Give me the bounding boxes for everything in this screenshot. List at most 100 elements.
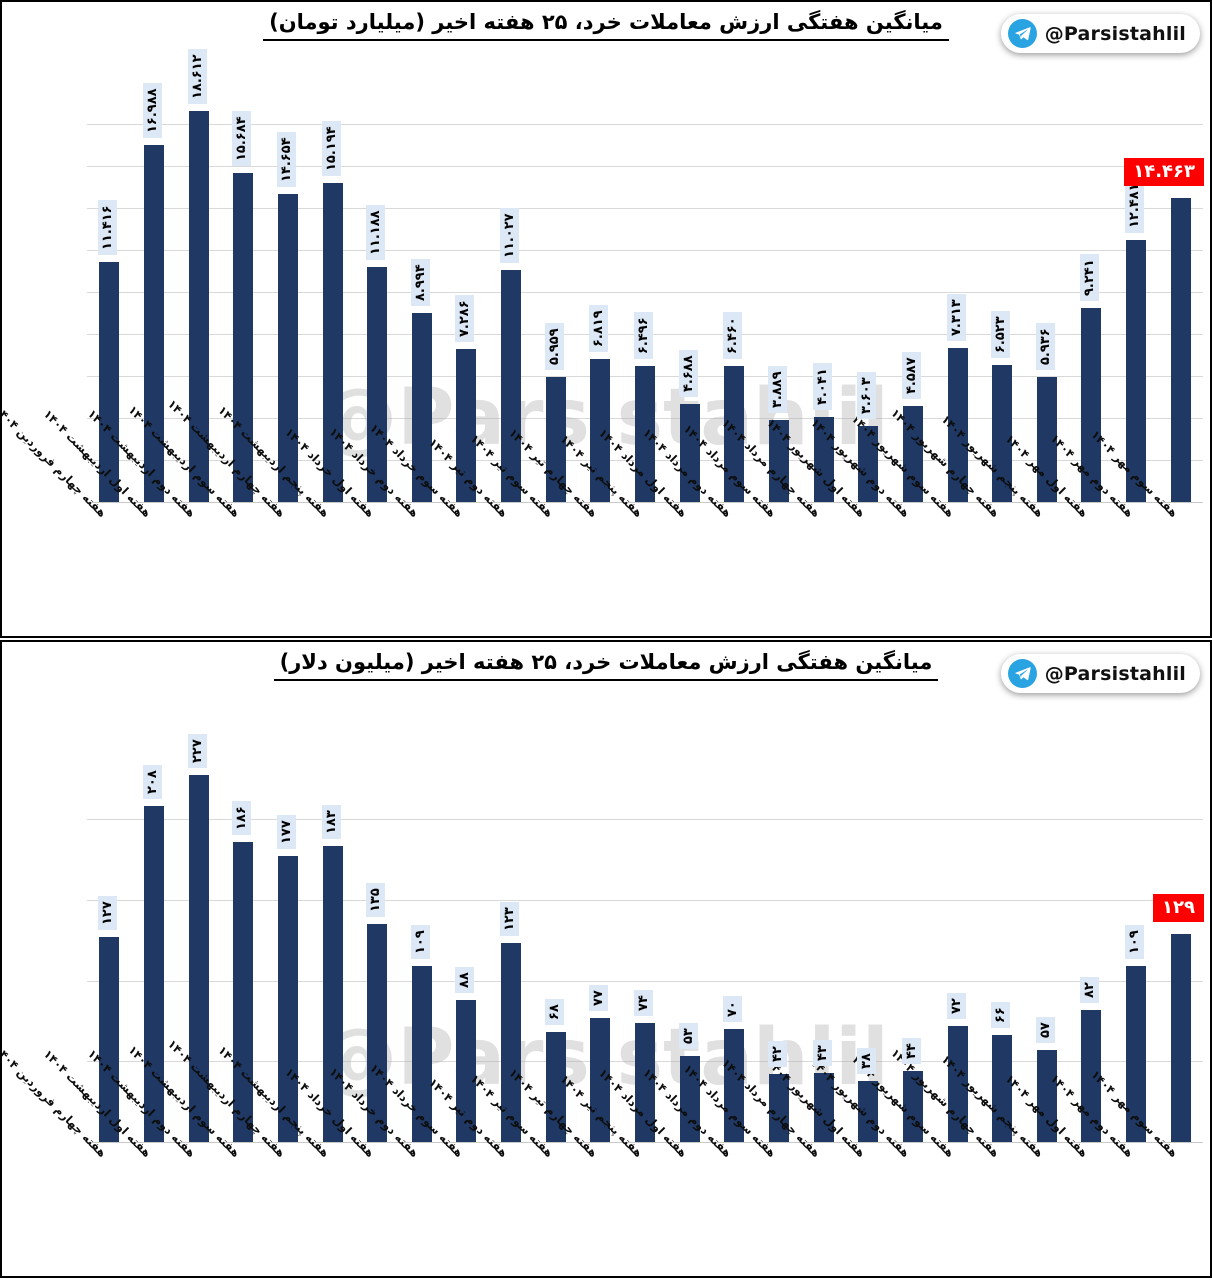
bar-value-label: ۴.۵۸۷ (901, 352, 921, 399)
bar-value-label: ۱۲۳ (500, 902, 520, 937)
bar-value-label: ۱۲۷ (98, 895, 118, 930)
gridline (87, 980, 1203, 982)
bar-value-label: ۷۷ (589, 984, 609, 1011)
chart-title: میانگین هفتگی ارزش معاملات خرد، ۲۵ هفته … (2, 10, 1210, 41)
bar (902, 1070, 923, 1142)
bar-value-label: ۶.۴۶۰ (723, 312, 743, 360)
bar (768, 420, 789, 502)
telegram-icon (1007, 19, 1037, 48)
bar-value-label: ۷.۳۱۳ (946, 294, 966, 342)
bar-value-label: ۷۲ (946, 992, 966, 1019)
bar-value-label: ۱۸۶ (232, 800, 252, 835)
bar-value-label: ۷۰ (723, 996, 743, 1022)
bar (545, 1032, 566, 1142)
bar (635, 1022, 655, 1142)
bar-value-label: ۱۵.۱۹۴ (321, 121, 341, 176)
bar (1036, 377, 1057, 502)
bar (322, 182, 343, 502)
bar (367, 923, 388, 1142)
bar (99, 262, 120, 502)
bar (144, 145, 164, 502)
telegram-badge[interactable]: @Parsistahlil (1000, 654, 1200, 693)
x-axis-line (87, 502, 1203, 503)
bar-value-label: ۶.۴۹۶ (634, 311, 653, 359)
bar (322, 846, 343, 1142)
chart-title-text: میانگین هفتگی ارزش معاملات خرد، ۲۵ هفته … (273, 650, 939, 681)
bar (768, 1074, 789, 1142)
bar-value-label: ۴۲ (767, 1041, 787, 1068)
bar (545, 376, 566, 502)
bar (277, 194, 298, 502)
bar (233, 172, 254, 502)
bar-value-label: ۶.۵۲۳ (991, 311, 1011, 358)
bar-value-label: ۱۰۹ (410, 925, 430, 959)
bar (188, 775, 209, 1142)
bar-value-label: ۳.۸۸۹ (767, 366, 787, 414)
bar (456, 999, 477, 1142)
bar (679, 403, 700, 502)
bar (456, 349, 477, 502)
bar (813, 1072, 834, 1142)
bar-value-label: ۱۱.۴۱۶ (98, 200, 118, 256)
bar-value-label: ۳.۶۰۳ (857, 372, 877, 420)
bar (724, 1028, 745, 1142)
bar-value-label: ۵۷ (1035, 1017, 1055, 1043)
bar-value-label: ۴۳ (812, 1039, 832, 1066)
bar-value-label: ۱۱.۱۸۸ (366, 205, 386, 261)
bar (992, 1035, 1013, 1142)
bar-value-label: ۱۷۷ (276, 815, 296, 850)
chart-panel-dollar: میانگین هفتگی ارزش معاملات خرد، ۲۵ هفته … (0, 640, 1212, 1278)
bar (947, 348, 968, 502)
bar (635, 365, 655, 502)
bar (144, 806, 164, 1142)
bar (858, 1080, 879, 1142)
telegram-badge[interactable]: @Parsistahlil (1000, 14, 1200, 53)
bar (1081, 1009, 1102, 1142)
bar-value-label: ۲۰۸ (143, 765, 162, 799)
bar-value-label: ۵۳ (678, 1023, 698, 1050)
bar-value-label: ۱۸۳ (321, 805, 341, 840)
chart-title-text: میانگین هفتگی ارزش معاملات خرد، ۲۵ هفته … (263, 10, 949, 41)
bar-value-label: ۱۲.۴۸۱ (1125, 178, 1144, 233)
telegram-handle: @Parsistahlil (1044, 22, 1186, 45)
bar (411, 965, 432, 1142)
bar-value-label: ۴۴ (901, 1038, 921, 1064)
telegram-icon (1007, 659, 1037, 688)
bar-value-label: ۶.۸۱۹ (589, 305, 609, 352)
highlighted-value-label: ۱۲۹ (1153, 893, 1204, 922)
bar-value-label: ۶۸ (544, 999, 564, 1026)
bar (501, 943, 522, 1142)
bar (1036, 1049, 1057, 1142)
bar (858, 426, 879, 502)
bar-value-label: ۱۴.۶۵۴ (276, 132, 296, 188)
bar-value-label: ۱۵.۶۸۴ (232, 110, 252, 166)
bar (1170, 933, 1191, 1142)
gridline (87, 818, 1203, 820)
bar-value-label: ۱۰۹ (1125, 925, 1144, 959)
bar-value-label: ۱۸.۶۱۲ (187, 49, 207, 105)
bar (813, 417, 834, 502)
bar-value-label: ۶۶ (991, 1002, 1011, 1029)
gridline (87, 208, 1203, 209)
gridline (87, 250, 1203, 251)
bar (590, 1017, 611, 1142)
gridline (87, 124, 1203, 125)
bar (99, 936, 120, 1142)
bar (277, 856, 298, 1142)
bar (947, 1025, 968, 1142)
bar-value-label: ۸۸ (455, 966, 475, 993)
bar (501, 270, 522, 502)
bar (1170, 198, 1191, 502)
chart-title: میانگین هفتگی ارزش معاملات خرد، ۲۵ هفته … (2, 650, 1210, 681)
bar-value-label: ۲۲۷ (187, 734, 207, 769)
gridline (87, 292, 1203, 293)
bar-value-label: ۵.۹۵۹ (544, 323, 564, 370)
bar-value-label: ۴.۶۸۸ (678, 349, 698, 397)
gridline (87, 166, 1203, 167)
gridline (87, 899, 1203, 901)
bar-value-label: ۸.۹۹۴ (410, 259, 430, 307)
bar (188, 111, 209, 502)
bar (1126, 239, 1146, 502)
